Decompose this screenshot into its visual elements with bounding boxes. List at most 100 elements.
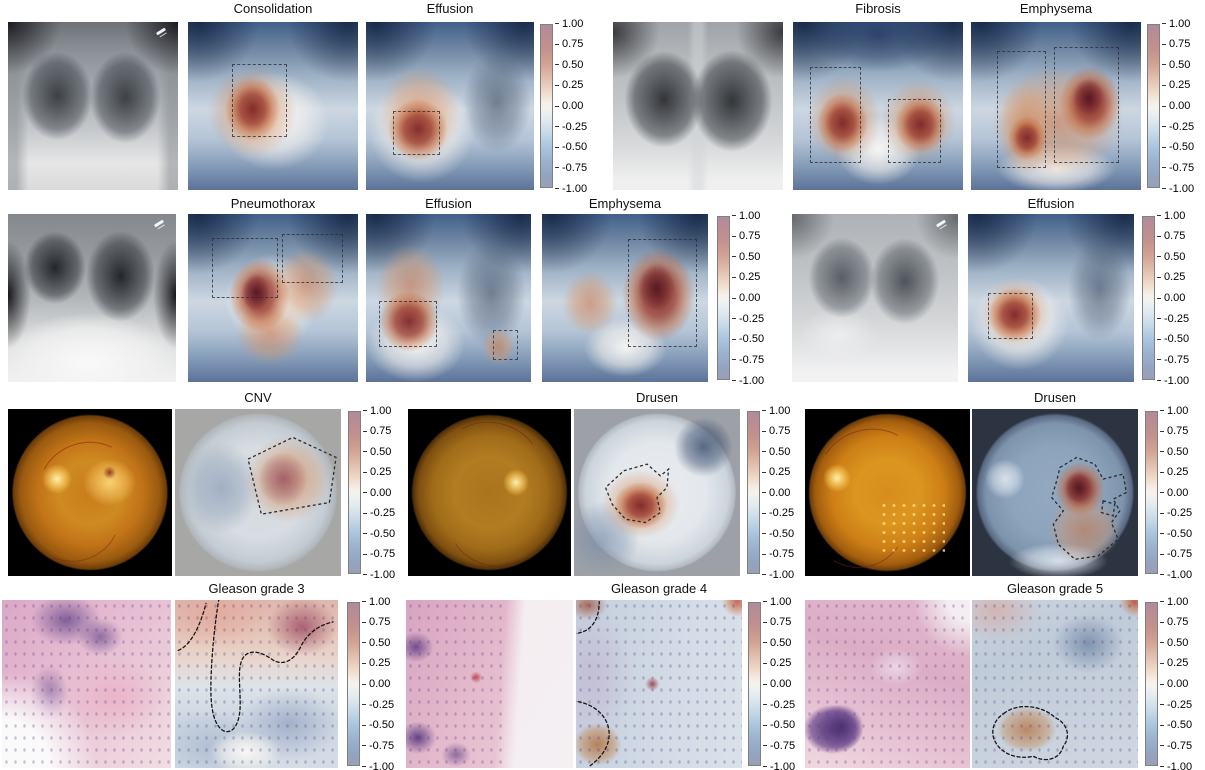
annotation-box <box>493 329 519 361</box>
colorbar-tick-label: -0.25 <box>1157 312 1201 325</box>
colorbar-tick-label: -0.25 <box>363 507 407 520</box>
colorbar-tick-label: -1.00 <box>1162 182 1205 195</box>
tick-mark <box>762 451 766 452</box>
tick-mark <box>763 766 767 767</box>
colorbar-tick-label: 0.75 <box>363 425 407 438</box>
outline-path <box>1052 457 1127 559</box>
colorbar-gradient <box>540 24 553 188</box>
panel-title: Emphysema <box>1019 1 1093 16</box>
colorbar-ticks: 1.00 0.75 0.50 0.25 0.00 -0.25 -0.50 -0.75 -1.00 <box>1160 404 1204 581</box>
colorbar-tick-label: 0.00 <box>732 292 776 305</box>
annotation-box <box>628 239 697 348</box>
colorbar-tick-label: -0.75 <box>1157 353 1201 366</box>
tumor-cluster <box>818 704 865 752</box>
tick-mark <box>762 533 766 534</box>
colorbar-tick-label: 0.00 <box>763 678 807 691</box>
tick-mark <box>1157 338 1161 340</box>
colorbar-tick-label: -0.50 <box>1157 333 1201 346</box>
tick-mark <box>1162 167 1166 169</box>
colorbar-tick-label: 1.00 <box>732 209 776 222</box>
tick-mark <box>732 318 736 320</box>
annotation-box <box>810 67 862 164</box>
colorbar-tick-label: -0.25 <box>732 312 776 325</box>
cell-speckle-texture <box>972 600 1138 768</box>
colorbar-tick-label: 0.75 <box>762 425 806 438</box>
tick-mark <box>555 126 559 128</box>
tick-mark <box>1162 188 1166 189</box>
tick-mark <box>555 167 559 169</box>
colorbar-tick-label: 0.25 <box>1157 271 1201 284</box>
chest-xray-image <box>8 22 178 190</box>
tick-mark <box>363 410 367 411</box>
colorbar-tick-label: 0.25 <box>1160 657 1204 670</box>
tick-mark <box>362 683 366 685</box>
tick-mark <box>762 410 766 411</box>
tick-mark <box>762 492 766 493</box>
chest-xray-image <box>792 214 958 382</box>
colorbar-tick-label: 0.75 <box>362 616 406 629</box>
tick-mark <box>763 621 767 623</box>
colorbar-tick-label: -0.75 <box>363 548 407 561</box>
tick-mark <box>1162 105 1166 107</box>
annotation-box <box>888 99 942 164</box>
colorbar-tick-label: -1.00 <box>762 568 806 581</box>
colorbar-tick-label: 0.25 <box>1162 79 1205 92</box>
colorbar-ticks: 1.00 0.75 0.50 0.25 0.00 -0.25 -0.50 -0.75 -1.00 <box>1157 209 1201 387</box>
panel-title: CNV <box>244 390 272 405</box>
saliency-heatmap-pneumothorax <box>188 214 358 382</box>
histology-image <box>805 600 970 768</box>
outline-path <box>211 600 333 732</box>
panel-title: Effusion <box>426 1 474 16</box>
tick-mark <box>732 359 736 361</box>
colorbar-tick-label: -0.50 <box>362 719 406 732</box>
colorbar-tick-label: -1.00 <box>1157 374 1201 387</box>
tick-mark <box>763 642 767 644</box>
colorbar-tick-label: -0.50 <box>732 333 776 346</box>
saliency-heatmap-effusion <box>366 22 534 190</box>
tick-mark <box>732 338 736 340</box>
tick-mark <box>555 188 559 189</box>
colorbar-tick-label: 0.25 <box>555 79 599 92</box>
cell-speckle-texture <box>406 600 507 768</box>
colorbar-tick-label: -0.50 <box>763 719 807 732</box>
colorbar-gradient <box>747 411 760 574</box>
colorbar-tick-label: 0.50 <box>363 445 407 458</box>
saliency-heatmap-drusen <box>972 409 1138 576</box>
colorbar-gradient <box>1145 411 1158 574</box>
colorbar-tick-label: 0.50 <box>362 636 406 649</box>
colorbar-tick-label: 0.50 <box>555 58 599 71</box>
tick-mark <box>732 276 736 278</box>
tick-mark <box>1160 704 1164 706</box>
panel-title: Effusion <box>1027 196 1075 211</box>
colorbar-tick-label: 1.00 <box>1160 404 1204 417</box>
colorbar-tick-label: -0.75 <box>762 548 806 561</box>
colorbar-tick-label: 0.50 <box>1160 636 1204 649</box>
tick-mark <box>1160 471 1164 473</box>
colorbar-tick-label: 0.75 <box>1162 38 1205 51</box>
tick-mark <box>732 235 736 237</box>
colorbar-ticks: 1.00 0.75 0.50 0.25 0.00 -0.25 -0.50 -0.75 -1.00 <box>363 404 407 581</box>
outline-path <box>1101 501 1114 516</box>
tick-mark <box>1160 683 1164 685</box>
tick-mark <box>363 492 367 493</box>
tick-mark <box>763 724 767 726</box>
retinal-lesion <box>103 465 117 480</box>
fundus-image <box>408 409 571 576</box>
tick-mark <box>363 451 367 452</box>
tick-mark <box>762 512 766 514</box>
tick-mark <box>1160 662 1164 664</box>
heat-blob <box>463 52 531 154</box>
colorbar-tick-label: 0.50 <box>732 250 776 263</box>
heat-blob <box>242 274 270 312</box>
panel-title: Drusen <box>636 390 678 405</box>
colorbar-tick-label: 0.00 <box>1160 486 1204 499</box>
colorbar-tick-label: 1.00 <box>1162 17 1205 30</box>
colorbar-tick-label: 1.00 <box>555 17 599 30</box>
heat-blob <box>1008 116 1046 160</box>
annotation-outline <box>972 409 1138 576</box>
colorbar-gradient <box>1145 602 1158 766</box>
tick-mark <box>1162 23 1166 24</box>
heat-blob <box>387 99 449 160</box>
annotation-box <box>281 234 343 284</box>
tick-mark <box>362 766 366 767</box>
